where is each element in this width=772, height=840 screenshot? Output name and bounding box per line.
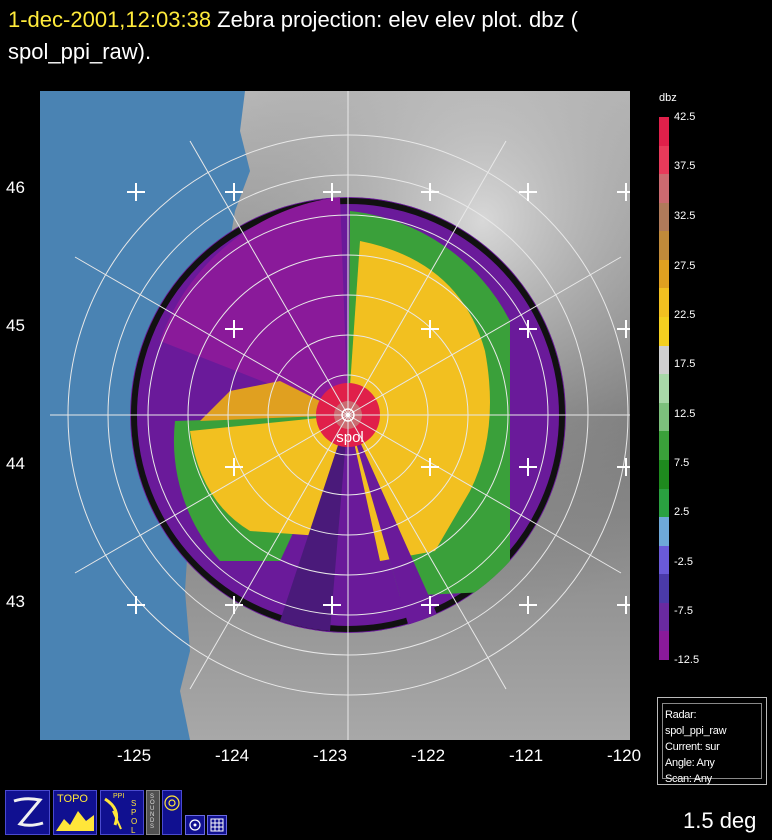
radar-map[interactable]: spol <box>40 91 630 740</box>
info-current: Current: sur <box>665 741 720 753</box>
grid-icon <box>210 818 224 832</box>
sounds-label: SOUNDS <box>150 794 155 830</box>
grid-button[interactable] <box>207 815 227 835</box>
plot-title-line2: spol_ppi_raw). <box>8 39 152 64</box>
radar-site-marker <box>341 408 355 422</box>
plot-timestamp: 1-dec-2001,12:03:38 <box>8 7 212 32</box>
colorbar-label: 27.5 <box>674 260 696 272</box>
colorbar-label: -7.5 <box>674 605 693 617</box>
echo-yellow-west <box>190 415 348 536</box>
ppi-spol-button[interactable]: PPI SPOL <box>100 790 144 835</box>
colorbar-unit: dbz <box>659 92 677 104</box>
lon-label-125: -125 <box>117 746 152 765</box>
plot-title-line1: Zebra projection: elev elev plot. dbz ( <box>211 7 578 32</box>
colorbar-label: -12.5 <box>674 654 700 666</box>
colorbar-swatch <box>659 231 669 261</box>
radar-map-canvas[interactable]: spol <box>40 91 630 740</box>
colorbar-swatch <box>659 459 669 489</box>
colorbar-label: 2.5 <box>674 506 690 518</box>
colorbar-swatch <box>659 402 669 432</box>
lon-label-124: -124 <box>215 746 250 765</box>
info-radar: Radar: spol_ppi_raw <box>665 709 727 737</box>
colorbar-label: 7.5 <box>674 457 690 469</box>
lon-label-121: -121 <box>509 746 544 765</box>
overlay-rings-button[interactable] <box>162 790 182 835</box>
lon-label-122: -122 <box>411 746 446 765</box>
topo-icon <box>56 811 94 831</box>
colorbar-swatch <box>659 202 669 232</box>
zebra-logo-button[interactable] <box>5 790 50 835</box>
lon-label-120: -120 <box>607 746 642 765</box>
colorbar-label: 17.5 <box>674 358 696 370</box>
info-scan: Scan: Any <box>665 773 712 785</box>
colorbar-label: 42.5 <box>674 111 696 123</box>
colorbar-swatch <box>659 288 669 318</box>
elevation-angle: 1.5 deg <box>683 808 757 833</box>
lat-label-46: 46 <box>6 178 25 197</box>
colorbar-label: -2.5 <box>674 556 693 568</box>
colorbar-swatch <box>659 259 669 289</box>
colorbar-swatch <box>659 145 669 175</box>
topo-button[interactable]: TOPO <box>53 790 97 835</box>
spol-label: SPOL <box>131 799 138 835</box>
target-icon <box>189 819 201 831</box>
plot-title: 1-dec-2001,12:03:38 Zebra projection: el… <box>8 4 768 68</box>
colorbar-swatch <box>659 374 669 404</box>
colorbar-label: 37.5 <box>674 160 696 172</box>
info-angle: Angle: Any <box>665 757 715 769</box>
echo-yellow-east <box>348 241 490 561</box>
radar-dish-icon <box>104 797 122 830</box>
center-point-button[interactable] <box>185 815 205 835</box>
topo-label: TOPO <box>57 793 88 805</box>
colorbar-swatch <box>659 488 669 518</box>
colorbar-swatch <box>659 602 669 632</box>
colorbar-label: 22.5 <box>674 309 696 321</box>
colorbar-swatch <box>659 174 669 204</box>
latlon-crosses <box>127 183 630 614</box>
rings-icon <box>164 795 180 811</box>
colorbar-label: 12.5 <box>674 408 696 420</box>
ppi-label: PPI <box>113 793 125 800</box>
colorbar-swatch <box>659 545 669 575</box>
radar-echo-disc <box>130 197 566 633</box>
azimuth-spokes <box>50 91 630 740</box>
lat-label-44: 44 <box>6 454 25 473</box>
colorbar-swatch <box>659 317 669 347</box>
lon-label-123: -123 <box>313 746 348 765</box>
colorbar-swatch <box>659 117 669 146</box>
colorbar-swatch <box>659 574 669 604</box>
lat-label-43: 43 <box>6 592 25 611</box>
colorbar-swatch <box>659 431 669 461</box>
colorbar-swatch <box>659 631 669 661</box>
sounds-button[interactable]: SOUNDS <box>146 790 160 835</box>
colorbar-swatch <box>659 517 669 547</box>
zebra-z-icon <box>13 797 44 827</box>
colorbar-label: 32.5 <box>674 210 696 222</box>
radar-site-label: spol <box>336 429 364 446</box>
colorbar-swatch <box>659 345 669 375</box>
radar-info-box: Radar: spol_ppi_raw Current: sur Angle: … <box>657 697 767 785</box>
lat-label-45: 45 <box>6 316 25 335</box>
